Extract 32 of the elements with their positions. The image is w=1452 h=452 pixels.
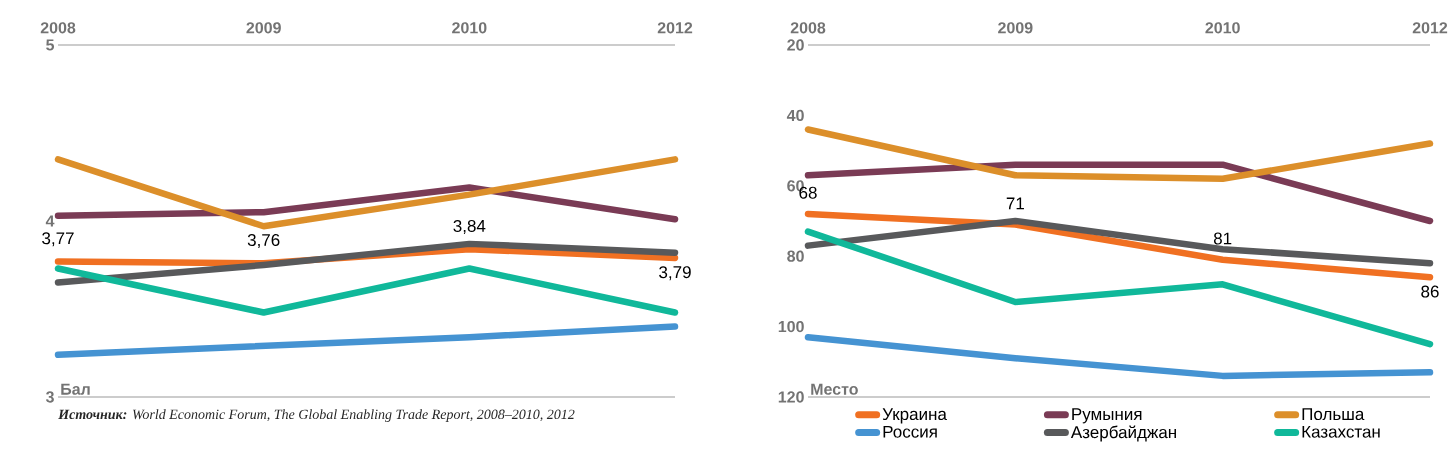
legend-label: Россия bbox=[883, 425, 937, 438]
y-tick-label: 20 bbox=[787, 39, 804, 51]
y-tick-label: 3 bbox=[45, 391, 54, 403]
x-tick-label: 2012 bbox=[1412, 22, 1448, 34]
y-tick-label: 120 bbox=[778, 391, 804, 403]
data-label: 3,76 bbox=[247, 233, 280, 249]
x-tick-label: 2009 bbox=[998, 22, 1033, 34]
data-label: 3,77 bbox=[42, 232, 74, 247]
y-axis-title: Бал bbox=[61, 383, 90, 395]
legend-label: Казахстан bbox=[1302, 425, 1380, 438]
y-tick-label: 100 bbox=[778, 320, 804, 333]
data-label: 3,84 bbox=[453, 219, 486, 234]
y-tick-label: 4 bbox=[45, 215, 55, 227]
legend-label: Польша bbox=[1302, 408, 1365, 421]
x-tick-label: 2010 bbox=[452, 22, 487, 34]
data-label: 71 bbox=[1006, 197, 1024, 210]
x-tick-label: 2010 bbox=[1205, 22, 1240, 34]
legend-label: Азербайджан bbox=[1070, 425, 1176, 442]
y-axis-title: Место bbox=[811, 383, 858, 395]
data-label: 81 bbox=[1213, 232, 1232, 245]
text: Источник: World Economic Forum, The Global Enabling Trade Report, 2008–2010, 2012 bbox=[58, 409, 575, 422]
y-tick-label: 5 bbox=[46, 39, 55, 51]
legend-label: Румыния bbox=[1072, 408, 1142, 424]
x-tick-label: 2009 bbox=[246, 22, 281, 34]
x-tick-label: 2012 bbox=[657, 22, 693, 34]
data-label: 86 bbox=[1421, 285, 1439, 298]
y-tick-label: 80 bbox=[787, 250, 804, 262]
data-label: 3,79 bbox=[659, 266, 691, 281]
x-tick-label: 2008 bbox=[790, 22, 826, 34]
legend-label: Украина bbox=[882, 408, 947, 424]
y-tick-label: 40 bbox=[786, 109, 804, 122]
x-tick-label: 2008 bbox=[40, 22, 76, 34]
